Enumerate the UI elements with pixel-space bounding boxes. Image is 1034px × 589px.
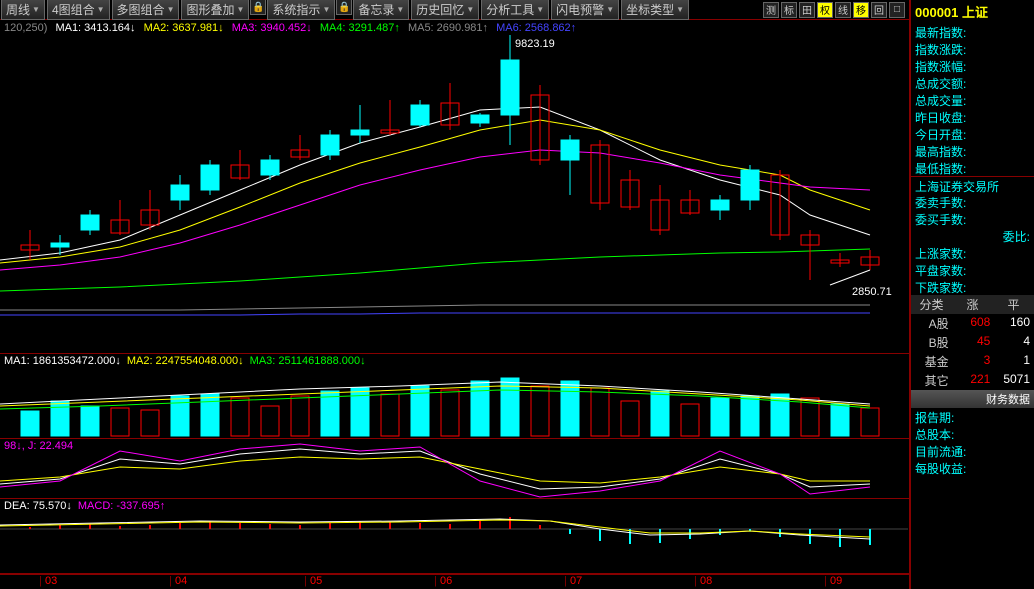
toolbar-btn-4[interactable]: 系统指示▼ (267, 0, 335, 20)
time-tick: 08 (700, 575, 712, 587)
toolbar-btn-9[interactable]: 坐标类型▼ (621, 0, 689, 20)
info-row: 最新指数: (911, 23, 1034, 40)
tool-icon-3[interactable]: 权 (817, 2, 833, 18)
tool-icon-1[interactable]: 标 (781, 2, 797, 18)
fin-row: 报告期: (911, 408, 1034, 425)
order-row: 上涨家数: (911, 244, 1034, 261)
macd-item: DEA: 75.570↓ (4, 500, 72, 512)
svg-text:9823.19: 9823.19 (515, 38, 555, 50)
fin-row: 总股本: (911, 425, 1034, 442)
info-row: 指数涨跌: (911, 40, 1034, 57)
ma-item: MA2: 3637.981↓ (144, 22, 224, 34)
toolbar-btn-6[interactable]: 历史回忆▼ (411, 0, 479, 20)
toolbar-btn-0[interactable]: 周线▼ (1, 0, 45, 20)
tool-icon-7[interactable]: □ (889, 2, 905, 18)
svg-text:2850.71: 2850.71 (852, 286, 892, 298)
sidebar-panel: 000001 上证 最新指数:指数涨跌:指数涨幅:总成交额:总成交量:昨日收盘:… (910, 0, 1034, 589)
stock-code: 000001 (915, 5, 958, 20)
info-row: 最高指数: (911, 142, 1034, 159)
toolbar-btn-8[interactable]: 闪电预警▼ (551, 0, 619, 20)
lock-icon[interactable]: 🔒 (336, 0, 352, 15)
ma-item: MA1: 3413.164↓ (55, 22, 135, 34)
time-tick: 05 (310, 575, 322, 587)
tool-icon-0[interactable]: 测 (763, 2, 779, 18)
time-tick: 03 (45, 575, 57, 587)
cat-row: 基金31 (911, 352, 1034, 371)
ma-item: MA5: 2690.981↑ (408, 22, 488, 34)
macd-chart[interactable]: DEA: 75.570↓ MACD: -337.695↑ (0, 499, 909, 574)
toolbar-btn-1[interactable]: 4图组合▼ (47, 0, 110, 20)
order-row: 平盘家数: (911, 261, 1034, 278)
stock-name: 上证 (962, 5, 988, 20)
exchange-name: 上海证券交易所 (911, 176, 1034, 193)
tool-icon-4[interactable]: 线 (835, 2, 851, 18)
order-row: 下跌家数: (911, 278, 1034, 295)
cat-row: 其它2215071 (911, 371, 1034, 390)
main-candlestick-chart[interactable]: 9823.19 2850.71 (0, 35, 909, 354)
category-table: 分类涨平 A股608160B股454基金31其它2215071 (911, 295, 1034, 390)
vol-ma: MA3: 2511461888.000↓ (250, 355, 366, 367)
tool-icon-6[interactable]: 回 (871, 2, 887, 18)
time-tick: 07 (570, 575, 582, 587)
kdj-chart[interactable]: 98↓, J: 22.494 (0, 439, 909, 499)
tool-icon-5[interactable]: 移 (853, 2, 869, 18)
volume-chart[interactable]: MA1: 1861353472.000↓ MA2: 2247554048.000↓… (0, 354, 909, 439)
ma-item: MA6: 2568.862↑ (496, 22, 576, 34)
tool-icon-2[interactable]: 田 (799, 2, 815, 18)
toolbar-btn-7[interactable]: 分析工具▼ (481, 0, 549, 20)
time-tick: 09 (830, 575, 842, 587)
info-row: 最低指数: (911, 159, 1034, 176)
order-row: 委比: (911, 227, 1034, 244)
order-row: 委卖手数: (911, 193, 1034, 210)
cat-row: A股608160 (911, 314, 1034, 333)
order-row: 委买手数: (911, 210, 1034, 227)
ma-indicator-line: 120,250) MA1: 3413.164↓ MA2: 3637.981↓ MA3… (0, 20, 909, 35)
cat-row: B股454 (911, 333, 1034, 352)
info-row: 昨日收盘: (911, 108, 1034, 125)
info-row: 指数涨幅: (911, 57, 1034, 74)
toolbar-btn-3[interactable]: 图形叠加▼ (181, 0, 249, 20)
time-axis: 03|04|05|06|07|08|09| (0, 574, 909, 589)
info-row: 今日开盘: (911, 125, 1034, 142)
vol-ma: MA2: 2247554048.000↓ (127, 355, 244, 367)
top-toolbar: 周线▼4图组合▼多图组合▼图形叠加▼🔒系统指示▼🔒备忘录▼历史回忆▼分析工具▼闪… (0, 0, 909, 20)
ma-item: MA4: 3291.487↑ (320, 22, 400, 34)
kdj-label: 98↓, J: 22.494 (4, 440, 73, 452)
toolbar-btn-2[interactable]: 多图组合▼ (112, 0, 180, 20)
time-tick: 06 (440, 575, 452, 587)
toolbar-btn-5[interactable]: 备忘录▼ (353, 0, 409, 20)
ma-item: MA3: 3940.452↓ (232, 22, 312, 34)
info-row: 总成交量: (911, 91, 1034, 108)
fin-row: 目前流通: (911, 442, 1034, 459)
fin-row: 每股收益: (911, 459, 1034, 476)
lock-icon[interactable]: 🔒 (250, 0, 266, 15)
info-row: 总成交额: (911, 74, 1034, 91)
macd-item: MACD: -337.695↑ (78, 500, 165, 512)
financial-header: 财务数据 (911, 390, 1034, 408)
time-tick: 04 (175, 575, 187, 587)
ma-prefix: 120,250) (4, 22, 47, 34)
vol-ma: MA1: 1861353472.000↓ (4, 355, 121, 367)
